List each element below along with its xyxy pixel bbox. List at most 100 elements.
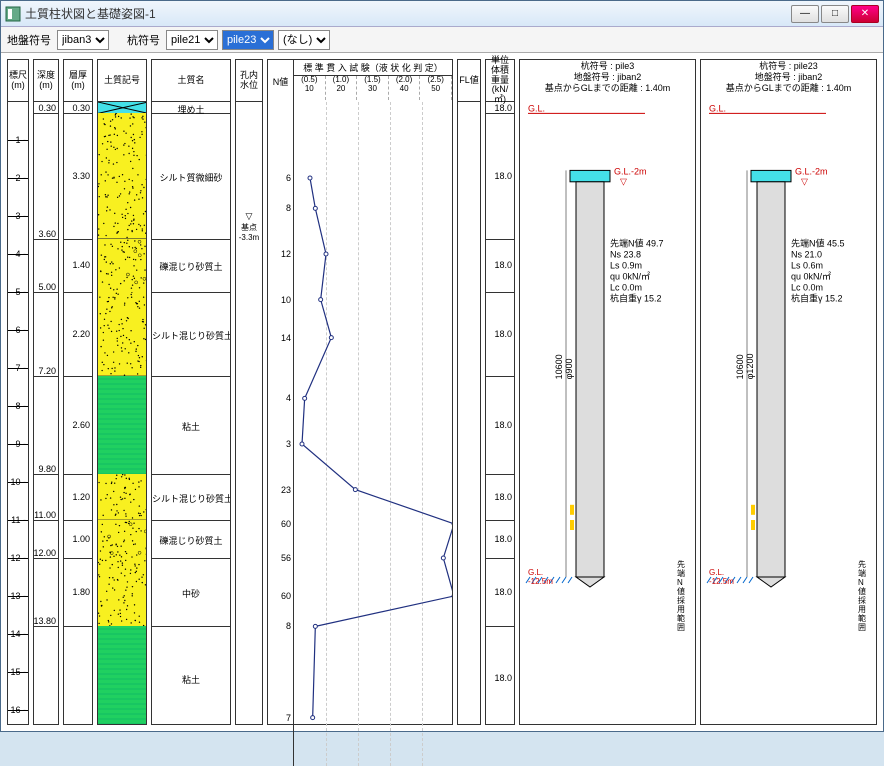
unit-weight: 18.0 — [494, 171, 512, 181]
svg-text:10600: 10600 — [554, 354, 564, 379]
ruler-label: 5 - — [15, 287, 26, 297]
name-panel: 土質名 埋め土シルト質微細砂礫混じり砂質土シルト混じり砂質土粘土シルト混じり砂質… — [151, 59, 231, 725]
ruler-label: 12 - — [10, 553, 26, 563]
svg-text:Lc 0.0m: Lc 0.0m — [610, 282, 642, 292]
spt-tick: (0.5)10 — [294, 76, 326, 100]
soil-name: 礫混じり砂質土 — [152, 534, 230, 547]
n-value: 56 — [281, 553, 291, 563]
unit-weight: 18.0 — [494, 673, 512, 683]
svg-text:先端N値採用範囲: 先端N値採用範囲 — [858, 559, 866, 632]
soil-name: シルト混じり砂質土 — [152, 492, 230, 505]
n-value: 7 — [286, 713, 291, 723]
svg-text:G.L.-12.5m: G.L.-12.5m — [528, 568, 553, 586]
maximize-button[interactable]: □ — [821, 5, 849, 23]
extra-select[interactable]: (なし) — [278, 30, 330, 50]
soil-symbol — [98, 626, 146, 724]
spt-tick: (2.0)40 — [389, 76, 421, 100]
ruler-label: 16 - — [10, 705, 26, 715]
soil-name: シルト混じり砂質土 — [152, 329, 230, 342]
ruler-label: 8 - — [15, 401, 26, 411]
symbol-panel: 土質記号 — [97, 59, 147, 725]
ruler-panel: 標尺 (m) 1 -2 -3 -4 -5 -6 -7 -8 -9 -10 -11… — [7, 59, 29, 725]
unit-weight: 18.0 — [494, 492, 512, 502]
ruler-label: 3 - — [15, 211, 26, 221]
soil-symbol — [98, 292, 146, 376]
n-value: 8 — [286, 621, 291, 631]
spt-tick: (2.5)50 — [420, 76, 452, 100]
thickness-value: 1.40 — [72, 260, 90, 270]
jiban-select[interactable]: jiban3 — [57, 30, 109, 50]
soil-symbol — [98, 558, 146, 626]
water-panel: 孔内水位 ▽基点-3.3m — [235, 59, 263, 725]
n-value: 6 — [286, 173, 291, 183]
pile2-select[interactable]: pile23 — [222, 30, 274, 50]
app-icon — [5, 6, 21, 22]
minimize-button[interactable]: — — [791, 5, 819, 23]
depth-value: 11.00 — [34, 510, 56, 520]
thick-head: 層厚 (m) — [64, 60, 92, 102]
water-head: 孔内水位 — [236, 60, 262, 102]
svg-text:G.L.: G.L. — [709, 103, 726, 113]
ruler-label: 13 - — [10, 591, 26, 601]
pile1-select[interactable]: pile21 — [166, 30, 218, 50]
window-title: 土質柱状図と基礎姿図-1 — [25, 5, 791, 22]
svg-text:G.L.-2m: G.L.-2m — [614, 166, 647, 176]
ruler-head: 標尺 (m) — [8, 60, 28, 102]
pile-diagram: G.L.G.L.-2m▽G.L.-12.5m10600φ900先端N値 49.7… — [520, 60, 695, 729]
ruler-label: 6 - — [15, 325, 26, 335]
thickness-value: 1.20 — [72, 492, 90, 502]
svg-text:▽: ▽ — [801, 176, 808, 186]
depth-value: 13.80 — [34, 616, 56, 626]
unit-panel: 単位体積重量 (kN/㎥) 18.018.018.018.018.018.018… — [485, 59, 515, 725]
depth-head: 深度 (m) — [34, 60, 58, 102]
unit-weight: 18.0 — [494, 534, 512, 544]
n-value: 10 — [281, 295, 291, 305]
window-buttons: — □ ✕ — [791, 5, 879, 23]
n-value: 60 — [281, 519, 291, 529]
svg-text:先端N値採用範囲: 先端N値採用範囲 — [677, 559, 685, 632]
soil-name: 埋め土 — [152, 103, 230, 116]
depth-value: 5.00 — [38, 282, 56, 292]
svg-text:Lc 0.0m: Lc 0.0m — [791, 282, 823, 292]
ruler-label: 11 - — [11, 515, 26, 525]
svg-text:qu 0kN/㎡: qu 0kN/㎡ — [610, 271, 650, 281]
svg-text:Ls 0.9m: Ls 0.9m — [610, 260, 642, 270]
spt-tick: (1.5)30 — [357, 76, 389, 100]
ruler-label: 9 - — [15, 439, 26, 449]
depth-panel: 深度 (m) 0.303.605.007.209.8011.0012.0013.… — [33, 59, 59, 725]
thickness-value: 3.30 — [72, 171, 90, 181]
close-button[interactable]: ✕ — [851, 5, 879, 23]
thickness-value: 1.80 — [72, 587, 90, 597]
unit-weight: 18.0 — [494, 103, 512, 113]
thickness-value: 0.30 — [72, 103, 90, 113]
n-value: 3 — [286, 439, 291, 449]
svg-text:先端N値 45.5: 先端N値 45.5 — [791, 237, 845, 248]
soil-name: 中砂 — [152, 587, 230, 600]
spt-tick: (1.0)20 — [326, 76, 358, 100]
soil-name: 粘土 — [152, 420, 230, 433]
svg-text:先端N値 49.7: 先端N値 49.7 — [610, 237, 664, 248]
ruler-label: 1 - — [15, 135, 26, 145]
unit-weight: 18.0 — [494, 260, 512, 270]
water-label: 基点 — [236, 222, 262, 233]
n-value: 14 — [281, 333, 291, 343]
titlebar: 土質柱状図と基礎姿図-1 — □ ✕ — [1, 1, 883, 27]
n-value: 12 — [281, 249, 291, 259]
jiban-label: 地盤符号 — [7, 32, 51, 48]
n-value: 23 — [281, 485, 291, 495]
soil-symbol — [98, 239, 146, 292]
soil-symbol — [98, 376, 146, 475]
soil-symbol — [98, 474, 146, 520]
svg-text:杭自重γ 15.2: 杭自重γ 15.2 — [791, 292, 843, 303]
soil-name: 粘土 — [152, 673, 230, 686]
unit-weight: 18.0 — [494, 420, 512, 430]
water-symbol: ▽ — [236, 211, 262, 222]
toolbar: 地盤符号 jiban3 杭符号 pile21 pile23 (なし) — [1, 27, 883, 53]
pile-diagram: G.L.G.L.-2m▽G.L.-12.5m10600φ1200先端N値 45.… — [701, 60, 876, 729]
thickness-value: 2.20 — [72, 329, 90, 339]
panel-row: 標尺 (m) 1 -2 -3 -4 -5 -6 -7 -8 -9 -10 -11… — [7, 59, 877, 725]
spt-title: 標 準 貫 入 試 験（液 状 化 判 定） — [294, 60, 452, 76]
ruler-label: 4 - — [15, 249, 26, 259]
spt-chart — [294, 102, 452, 729]
soil-name: シルト質微細砂 — [152, 171, 230, 184]
